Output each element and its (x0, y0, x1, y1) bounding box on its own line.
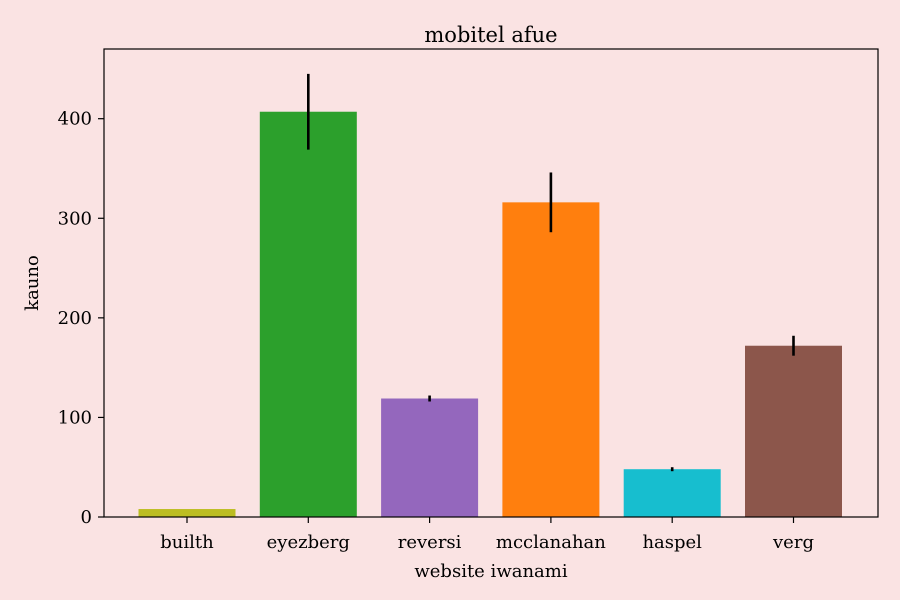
bar-reversi (381, 398, 479, 517)
bar-mcclanahan (502, 202, 600, 518)
y-axis: 0 100 200 300 400 (58, 109, 104, 528)
chart-title: mobitel afue (424, 23, 557, 47)
bar-verg (745, 345, 842, 517)
bars-layer (138, 111, 842, 518)
x-tick-label: mcclanahan (496, 532, 606, 553)
bar-haspel (623, 469, 721, 517)
plot-frame (103, 48, 879, 518)
bar-eyezberg (259, 111, 357, 517)
x-axis-label: website iwanami (414, 561, 567, 582)
errorbars-layer (306, 73, 795, 472)
y-tick-label: 300 (58, 208, 92, 229)
x-tick-label: eyezberg (267, 532, 350, 553)
x-tick-label: reversi (398, 532, 462, 553)
y-tick-label: 100 (58, 407, 92, 428)
x-axis: builth eyezberg reversi mcclanahan haspel ver… (160, 517, 814, 553)
x-tick-label: haspel (642, 532, 702, 553)
y-tick-label: 200 (58, 308, 92, 329)
x-tick-label: builth (160, 532, 214, 553)
bar-builth (138, 509, 236, 517)
x-tick-label: verg (772, 532, 814, 553)
y-tick-label: 400 (58, 109, 92, 130)
y-axis-label: kauno (22, 255, 43, 311)
y-tick-label: 0 (81, 507, 92, 528)
